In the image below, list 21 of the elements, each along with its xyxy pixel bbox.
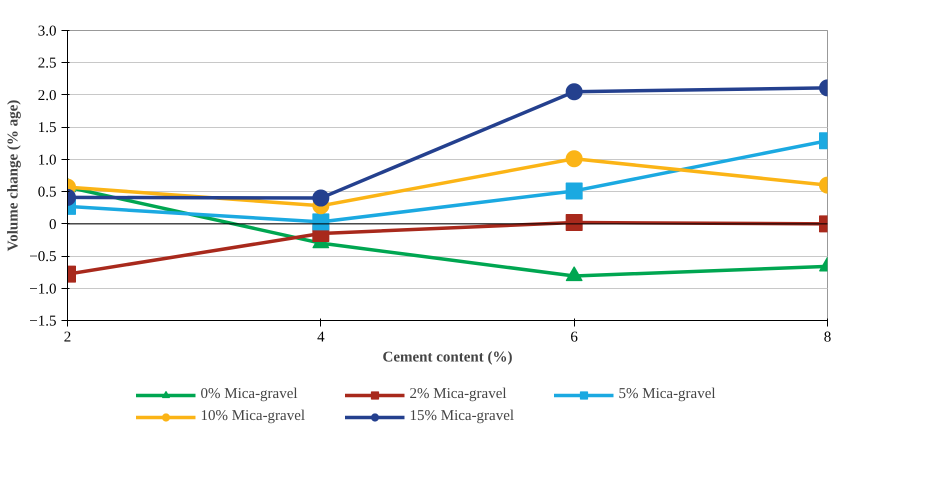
y-tick-label: −1.5 [29, 314, 57, 330]
y-tick-label: 2.0 [38, 88, 56, 104]
x-tick-label: 6 [570, 330, 578, 346]
x-tick-label: 8 [824, 330, 832, 346]
y-tick-label: 2.5 [38, 56, 56, 72]
x-axis-title: Cement content (%) [382, 350, 512, 366]
x-tick-label: 4 [317, 330, 326, 346]
y-tick-label: 1.5 [38, 120, 56, 136]
y-axis-title: Volume change (% age) [5, 100, 22, 252]
y-tick-label: 1.0 [38, 152, 56, 168]
legend-label: 0% Mica-gravel [200, 386, 299, 404]
legend-label: 15% Mica-gravel [410, 408, 516, 426]
x-tick-label: 2 [64, 330, 72, 346]
legend-label: 5% Mica-gravel [618, 386, 717, 404]
y-tick-label: 0 [49, 216, 56, 233]
legend-label: 10% Mica-gravel [200, 408, 306, 426]
y-tick-label: −1.0 [29, 281, 57, 298]
y-tick-label: −0.5 [29, 249, 57, 266]
y-tick-label: 3.0 [38, 24, 56, 40]
y-tick-label: 0.5 [38, 184, 56, 201]
legend-label: 2% Mica-gravel [410, 386, 508, 404]
